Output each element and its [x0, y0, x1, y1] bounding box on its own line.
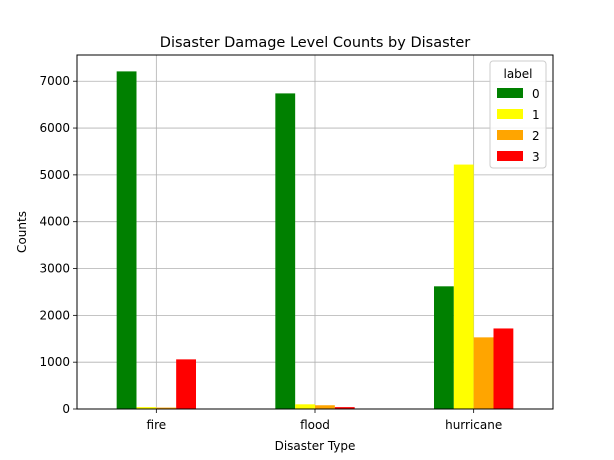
y-tick-label: 6000: [39, 121, 70, 135]
legend-swatch-3: [497, 151, 523, 161]
legend-label-3: 3: [532, 150, 540, 164]
bar-hurricane-label-2: [473, 337, 494, 409]
bar-flood-label-2: [315, 405, 335, 409]
bar-fire-label-0: [116, 71, 137, 409]
bar-hurricane-label-1: [453, 164, 474, 409]
axes: 0 1000 2000 3000 4000 5000 6000 7000 fire flood hu…: [39, 74, 502, 432]
legend-label-1: 1: [532, 108, 540, 122]
legend-swatch-0: [497, 88, 523, 98]
y-tick-label: 4000: [39, 215, 70, 229]
y-tick-label: 1000: [39, 355, 70, 369]
y-tick-label: 3000: [39, 262, 70, 276]
bar-flood-label-3: [334, 407, 355, 409]
legend-label-2: 2: [532, 129, 540, 143]
legend-title: label: [503, 67, 532, 81]
legend-swatch-2: [497, 130, 523, 140]
x-tick-label-fire: fire: [147, 418, 167, 432]
x-tick-label-hurricane: hurricane: [445, 418, 502, 432]
bar-fire-label-3: [176, 359, 196, 409]
x-axis-label: Disaster Type: [275, 439, 356, 453]
y-tick-label: 7000: [39, 74, 70, 88]
y-tick-label: 2000: [39, 308, 70, 322]
bar-hurricane-label-3: [493, 328, 514, 409]
y-tick-label: 0: [62, 402, 70, 416]
x-tick-label-flood: flood: [300, 418, 330, 432]
bars: [116, 71, 514, 410]
bar-fire-label-2: [156, 407, 177, 409]
chart-title: Disaster Damage Level Counts by Disaster: [160, 35, 470, 51]
bar-flood-label-1: [295, 404, 315, 409]
legend-swatch-1: [497, 109, 523, 119]
bar-fire-label-1: [136, 407, 157, 409]
legend-label-0: 0: [532, 87, 540, 101]
y-tick-label: 5000: [39, 168, 70, 182]
bar-hurricane-label-0: [434, 286, 454, 409]
y-axis-label: Counts: [15, 211, 29, 253]
bar-flood-label-0: [275, 93, 296, 410]
